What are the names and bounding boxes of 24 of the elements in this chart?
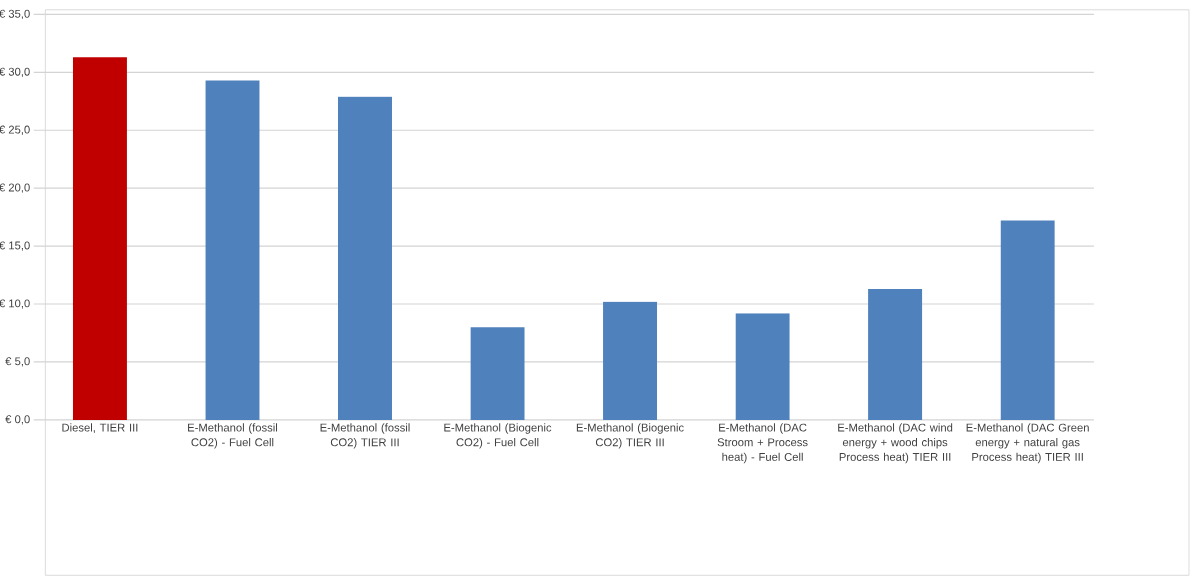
y-tick-label: € 15,0 [0, 241, 30, 251]
x-tick-label: E-Methanol (fossil CO2) - Fuel Cell [188, 423, 278, 449]
bar [1000, 220, 1055, 420]
y-tick-label: € 30,0 [0, 67, 30, 77]
y-tick-label: € 10,0 [0, 299, 30, 309]
x-tick-label: E-Methanol (DAC Green energy + natural gas Process heat) TIER III [966, 423, 1089, 464]
y-tick-label: € 35,0 [0, 9, 30, 19]
y-tick-label: € 5,0 [5, 357, 30, 367]
bar [338, 96, 392, 420]
x-tick-label: E-Methanol (fossil CO2) TIER III [320, 423, 410, 449]
y-tick-label: € 0,0 [5, 415, 30, 425]
bar [72, 57, 127, 420]
x-tick-label: E-Methanol (Biogenic CO2) - Fuel Cell [444, 423, 552, 449]
bar [603, 301, 658, 420]
y-tick-label: € 20,0 [0, 183, 30, 193]
x-tick-label: E-Methanol (DAC wind energy + wood chips Process heat) TIER III [838, 423, 953, 464]
x-tick-label: E-Methanol (Biogenic CO2) TIER III [576, 423, 684, 449]
y-tick-label: € 25,0 [0, 125, 30, 135]
bar [205, 80, 260, 420]
bar [868, 288, 923, 420]
x-tick-label: Diesel, TIER III [62, 423, 138, 433]
bar [470, 327, 525, 420]
bar [735, 313, 790, 420]
x-tick-label: E-Methanol (DAC Stroom + Process heat) - Fuel Cell [717, 423, 808, 464]
